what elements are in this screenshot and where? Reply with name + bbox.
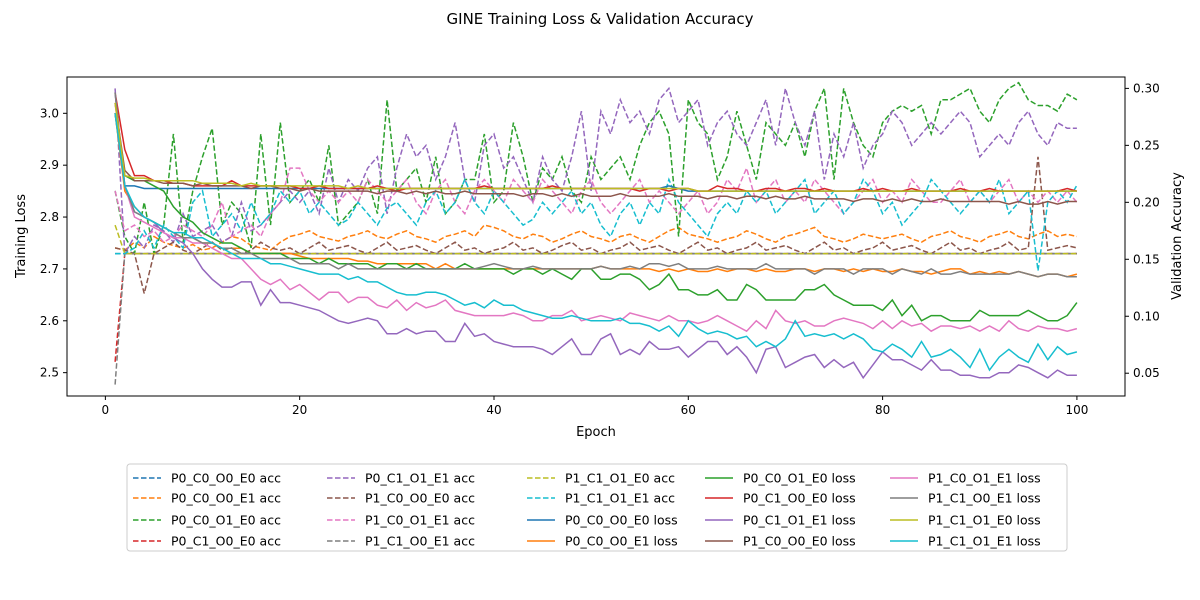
legend-label: P1_C1_O0_E1 acc [365,534,475,549]
x-tick-label: 80 [875,403,890,417]
legend: P0_C0_O0_E0 acc P0_C0_O0_E1 acc P0_C0_O1_E… [126,463,1068,552]
legend-label: P0_C1_O1_E1 acc [365,471,475,486]
y-right-tick-label: 0.05 [1133,366,1160,380]
legend-box [126,463,1068,552]
series-group [114,81,1078,385]
series-line-p1-c1-o1-e0-loss [114,102,1077,192]
series-line-p0-c0-o1-e0-acc [114,81,1078,257]
x-tick-label: 60 [681,403,696,417]
x-tick-label: 20 [292,403,307,417]
series-line-p1-c1-o1-e1-acc [115,177,1078,271]
x-axis-label: Epoch [576,425,616,440]
legend-label: P0_C1_O0_E0 loss [743,491,856,506]
legend-item: P1_C1_O0_E1 loss [890,491,1041,506]
legend-item: P1_C0_O1_E1 acc [327,513,475,528]
legend-label: P1_C0_O0_E0 acc [365,491,475,506]
chart-title: GINE Training Loss & Validation Accuracy [447,10,754,28]
y-left-tick-label: 2.9 [40,158,59,172]
legend-label: P0_C0_O0_E1 acc [171,491,281,506]
y-left-tick-label: 2.8 [40,210,59,224]
legend-item: P0_C1_O1_E1 loss [705,513,856,528]
y-axis-right-label: Validation Accuracy [1170,172,1185,300]
legend-label: P1_C1_O1_E1 loss [928,534,1041,549]
legend-item: P0_C1_O0_E0 acc [133,534,281,549]
legend-item: P0_C0_O0_E0 acc [133,471,281,486]
legend-item: P1_C1_O1_E0 loss [890,513,1041,528]
series-line-p1-c1-o0-e1-loss [114,92,1077,278]
legend-label: P0_C0_O1_E0 acc [171,513,281,528]
legend-item: P1_C0_O0_E0 acc [327,491,475,506]
y-axis-right: 0.05 0.10 0.15 0.20 0.25 0.30 [1125,81,1160,380]
legend-item: P0_C0_O1_E0 loss [705,471,856,486]
legend-item: P1_C1_O0_E1 acc [327,534,475,549]
legend-label: P0_C0_O1_E0 loss [743,471,856,486]
series-line-p1-c1-o1-e1-loss [114,113,1078,372]
legend-label: P1_C0_O0_E0 loss [743,534,856,549]
legend-label: P1_C1_O1_E0 acc [565,471,675,486]
legend-label: P0_C1_O0_E0 acc [171,534,281,549]
series-line-p0-c1-o1-e1-acc [114,86,1077,257]
y-left-tick-label: 2.6 [40,314,59,328]
series-line-p0-c0-o1-e0-loss [114,113,1078,322]
legend-item: P0_C0_O0_E1 loss [527,534,678,549]
x-tick-label: 40 [486,403,501,417]
legend-item: P0_C1_O0_E0 loss [705,491,856,506]
legend-item: P0_C0_O0_E0 loss [527,513,678,528]
y-right-tick-label: 0.30 [1133,81,1160,95]
legend-item: P0_C0_O1_E0 acc [133,513,281,528]
series-line-p1-c0-o1-e1-acc [114,165,1078,244]
series-line-p0-c0-o0-e1-acc [114,224,1078,252]
y-left-tick-label: 2.5 [40,366,59,380]
legend-item: P0_C1_O1_E1 acc [327,471,475,486]
y-right-tick-label: 0.15 [1133,252,1160,266]
y-right-tick-label: 0.20 [1133,195,1160,209]
legend-item: P1_C1_O1_E1 loss [890,534,1041,549]
series-line-p0-c1-o0-e0-loss [114,92,1078,192]
y-right-tick-label: 0.25 [1133,138,1160,152]
legend-label: P1_C1_O1_E0 loss [928,513,1041,528]
series-line-p0-c1-o1-e1-loss [114,92,1077,380]
legend-label: P0_C0_O0_E0 loss [565,513,678,528]
series-line-p1-c0-o0-e0-acc [114,156,1078,294]
x-tick-label: 0 [102,403,110,417]
legend-item: P1_C1_O1_E1 acc [527,491,675,506]
legend-label: P1_C1_O1_E1 acc [565,491,675,506]
x-axis: 0 20 40 60 80 100 [102,396,1088,417]
plot-frame [66,76,1126,397]
legend-label: P1_C1_O0_E1 loss [928,491,1041,506]
legend-item: P1_C1_O1_E0 acc [527,471,675,486]
y-left-tick-label: 3.0 [40,106,59,120]
legend-label: P0_C0_O0_E1 loss [565,534,678,549]
legend-label: P1_C0_O1_E1 loss [928,471,1041,486]
plot-area [66,76,1126,397]
legend-label: P1_C0_O1_E1 acc [365,513,475,528]
y-right-tick-label: 0.10 [1133,309,1160,323]
legend-item: P1_C0_O0_E0 loss [705,534,856,549]
legend-label: P0_C1_O1_E1 loss [743,513,856,528]
y-axis-left: 2.5 2.6 2.7 2.8 2.9 3.0 [40,106,67,380]
y-left-tick-label: 2.7 [40,262,59,276]
series-line-p1-c0-o1-e1-loss [114,102,1078,333]
series-line-p1-c1-o1-e0-acc [114,224,1077,255]
legend-item: P1_C0_O1_E1 loss [890,471,1041,486]
x-tick-label: 100 [1065,403,1088,417]
y-axis-left-label: Training Loss [14,194,29,279]
legend-item: P0_C0_O0_E1 acc [133,491,281,506]
series-line-p1-c0-o0-e0-loss [114,102,1077,205]
legend-label: P0_C0_O0_E0 acc [171,471,281,486]
